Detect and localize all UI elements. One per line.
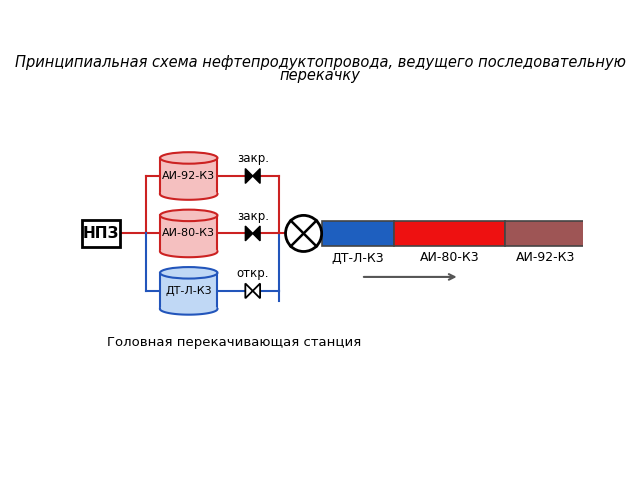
Polygon shape bbox=[253, 168, 260, 183]
Ellipse shape bbox=[160, 210, 218, 221]
Text: Принципиальная схема нефтепродуктопровода, ведущего последовательную: Принципиальная схема нефтепродуктопровод… bbox=[15, 55, 625, 70]
Circle shape bbox=[285, 216, 322, 252]
Ellipse shape bbox=[160, 246, 218, 257]
Bar bbox=[322, 221, 394, 246]
Text: АИ-80-К3: АИ-80-К3 bbox=[162, 228, 215, 239]
Text: Головная перекачивающая станция: Головная перекачивающая станция bbox=[107, 336, 361, 349]
Text: перекачку: перекачку bbox=[280, 68, 360, 84]
Text: ДТ-Л-К3: ДТ-Л-К3 bbox=[165, 286, 212, 296]
Bar bbox=[82, 220, 120, 247]
Ellipse shape bbox=[160, 188, 218, 200]
Text: НПЗ: НПЗ bbox=[83, 226, 119, 241]
Ellipse shape bbox=[160, 303, 218, 315]
Ellipse shape bbox=[160, 267, 218, 278]
Ellipse shape bbox=[160, 152, 218, 164]
Polygon shape bbox=[253, 226, 260, 241]
Bar bbox=[160, 273, 218, 309]
Text: ДТ-Л-К3: ДТ-Л-К3 bbox=[332, 252, 384, 264]
Bar bbox=[394, 221, 504, 246]
Text: АИ-92-К3: АИ-92-К3 bbox=[162, 171, 215, 181]
Polygon shape bbox=[245, 284, 253, 298]
Text: АИ-92-К3: АИ-92-К3 bbox=[516, 252, 575, 264]
Text: АИ-80-К3: АИ-80-К3 bbox=[419, 252, 479, 264]
Text: закр.: закр. bbox=[237, 152, 269, 165]
Polygon shape bbox=[245, 168, 253, 183]
Text: откр.: откр. bbox=[236, 267, 269, 280]
Text: закр.: закр. bbox=[237, 210, 269, 223]
Polygon shape bbox=[253, 284, 260, 298]
Bar bbox=[160, 216, 218, 252]
Polygon shape bbox=[245, 226, 253, 241]
Bar bbox=[504, 221, 587, 246]
Bar bbox=[160, 158, 218, 194]
